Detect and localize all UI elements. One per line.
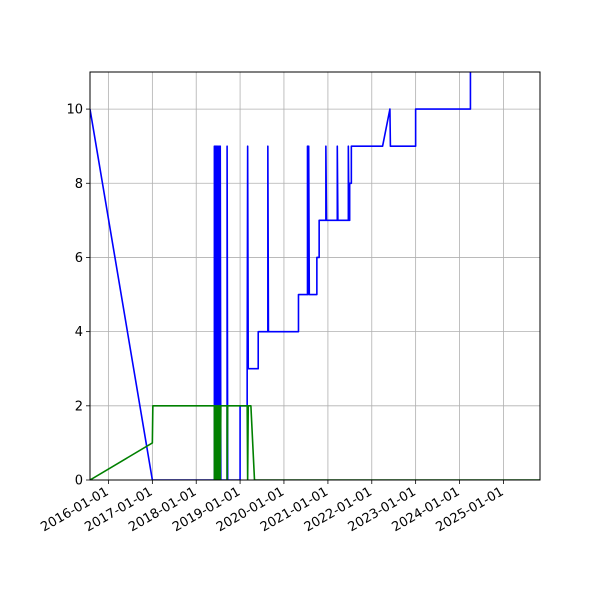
y-tick-label: 8 [75,177,83,192]
plot-frame [89,71,541,481]
series-line-blue [90,72,472,480]
series-group [90,72,540,480]
y-tick-label: 2 [75,399,83,414]
y-tick-label: 6 [75,251,83,266]
y-tick-label: 4 [75,325,83,340]
y-tick-label: 10 [66,103,83,118]
y-tick-label: 0 [75,474,83,489]
